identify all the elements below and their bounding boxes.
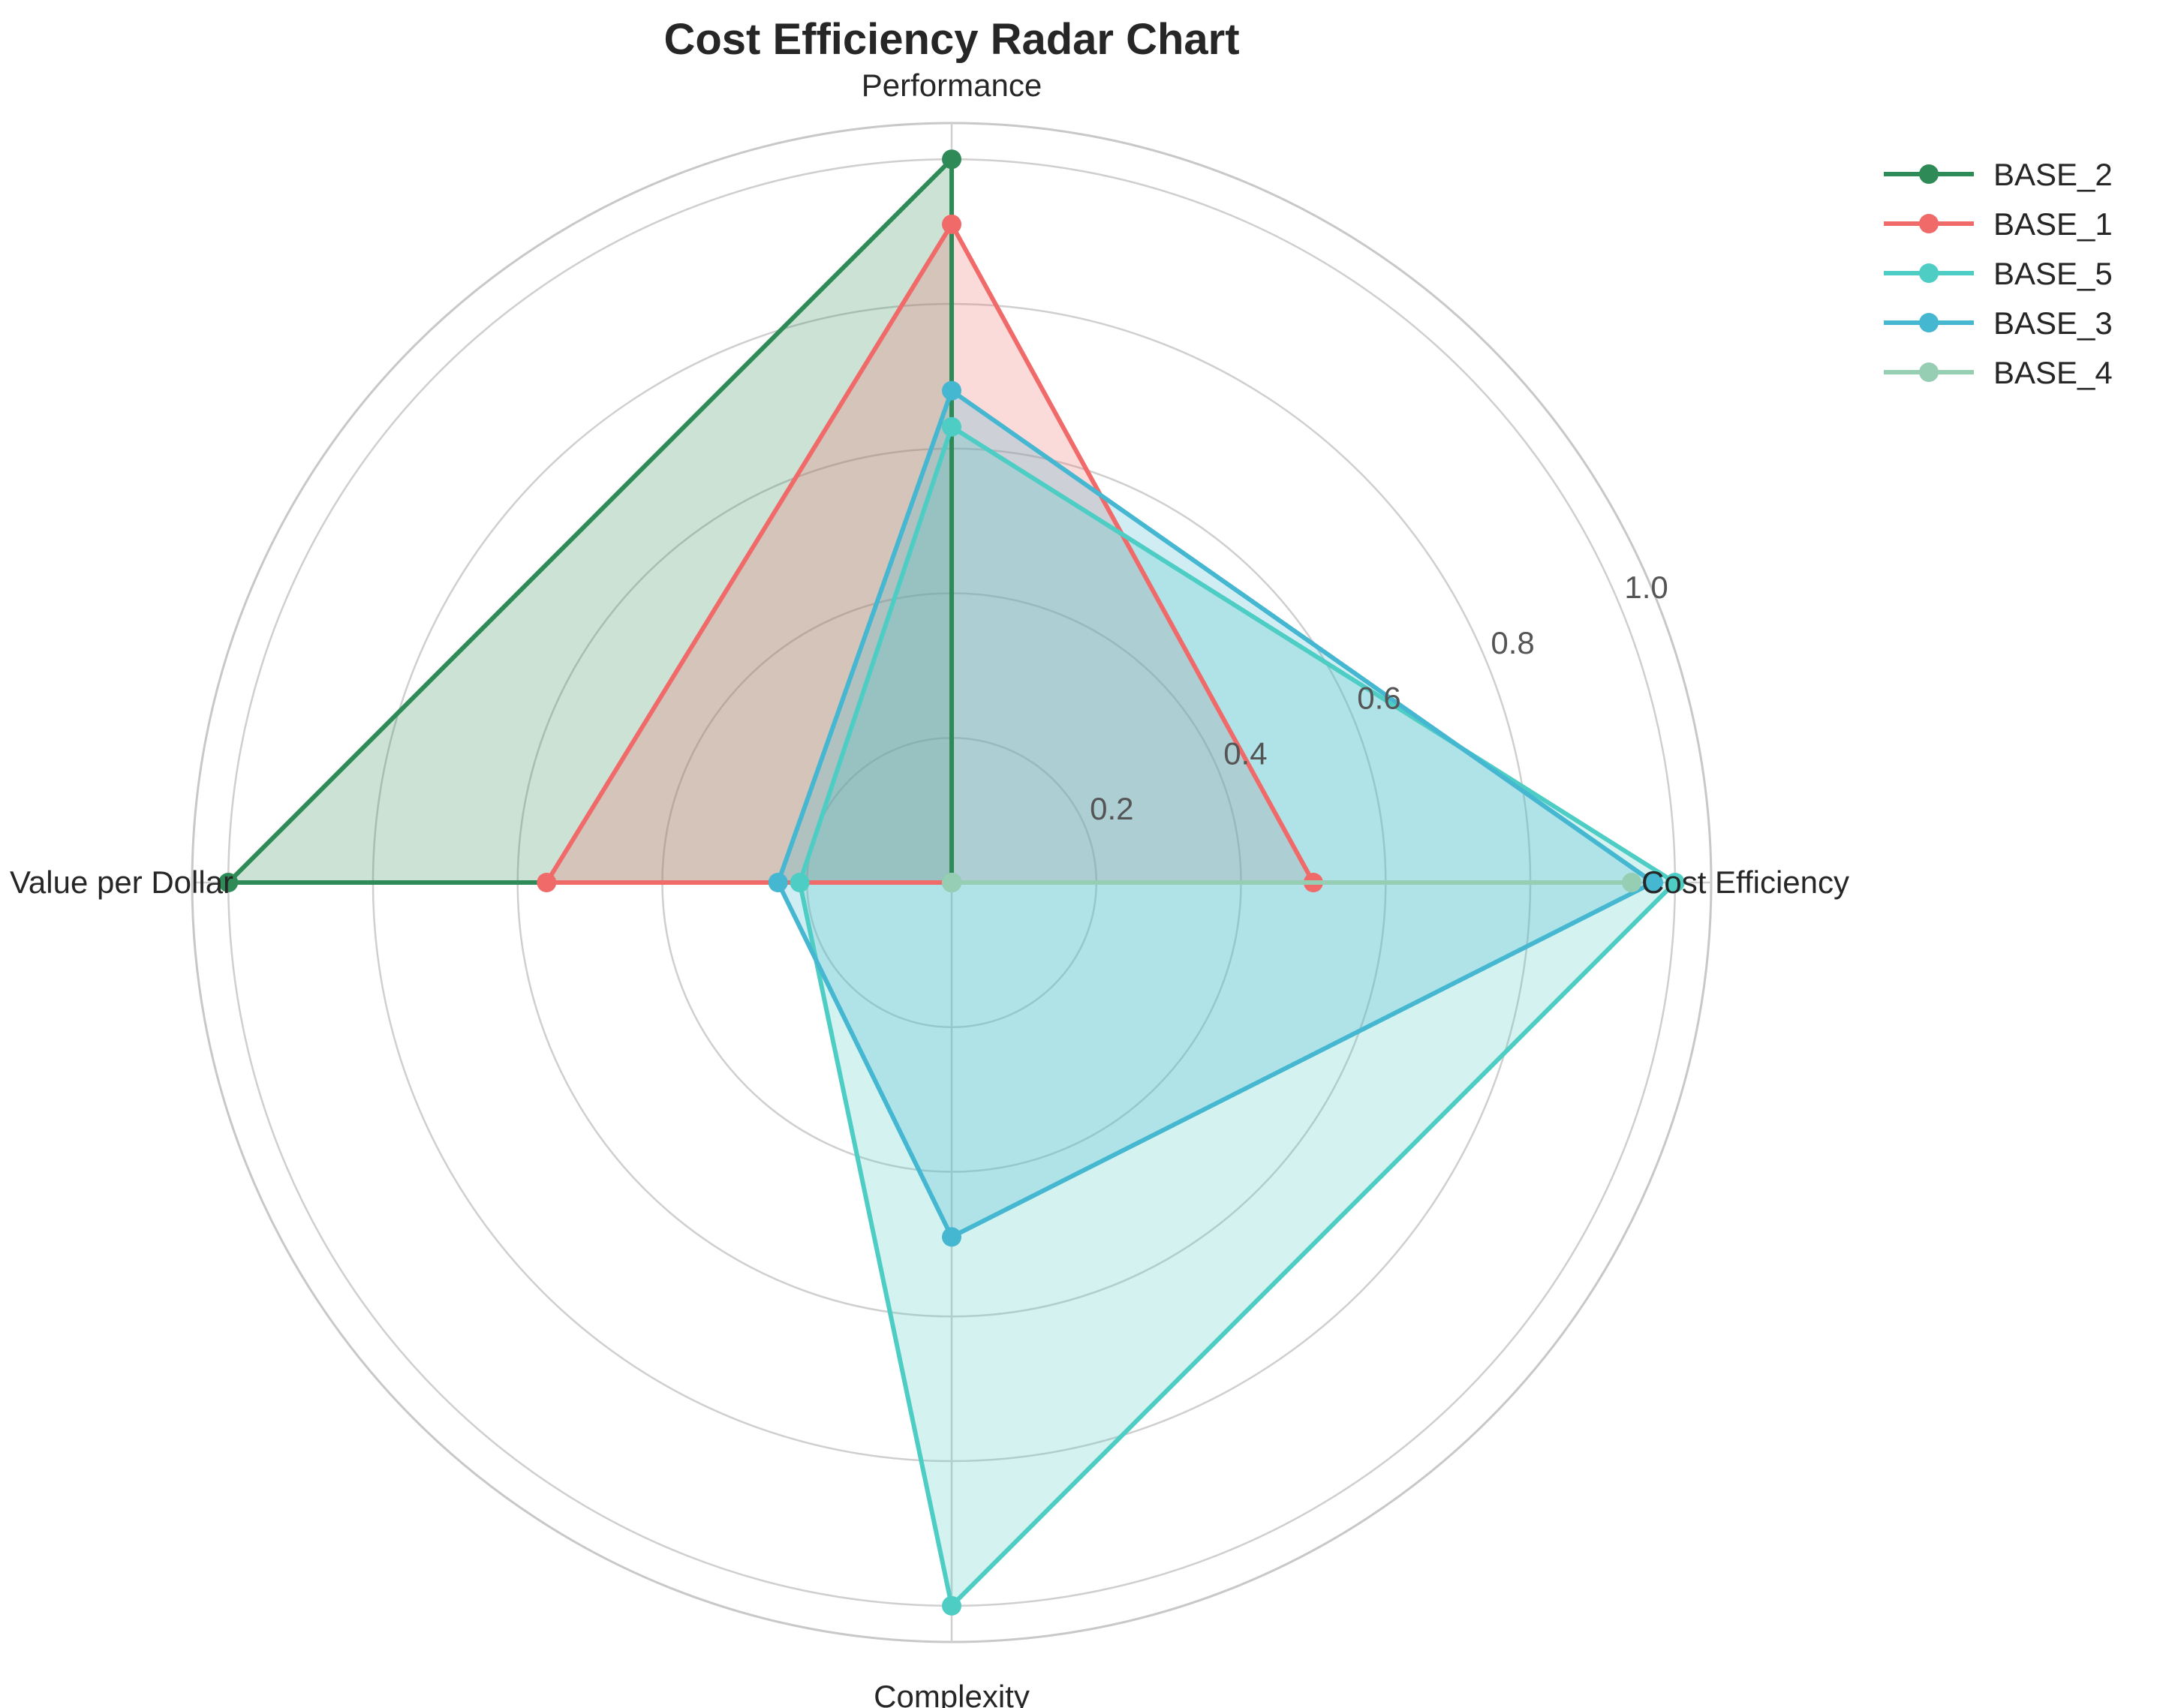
point-base-3-value-per-dollar [768,873,788,892]
legend-label-base-5: BASE_5 [1993,256,2113,291]
legend-label-base-4: BASE_4 [1993,355,2113,390]
point-base-5-value-per-dollar [790,873,810,892]
point-base-5-cost-efficiency [1665,873,1685,892]
point-base-2-value-per-dollar [218,873,239,892]
radial-tick-labels: 0.2 0.4 0.6 0.8 1.0 [1090,570,1668,826]
point-base-1-performance [942,214,961,234]
axis-label-performance: Performance [862,68,1042,103]
point-base-3-cost-efficiency [1643,873,1663,892]
legend-item-base-5: BASE_5 [1884,256,2113,291]
legend-label-base-3: BASE_3 [1993,305,2113,341]
series-lines [218,149,1685,1616]
point-base-4-value-per-dollar [942,873,961,892]
legend-label-base-2: BASE_2 [1993,157,2113,192]
axis-label-value-per-dollar: Value per Dollar [10,865,233,900]
legend-marker-base-1 [1919,214,1939,233]
r-tick-label: 0.4 [1223,736,1267,771]
legend-item-base-4: BASE_4 [1884,355,2113,390]
series-fill-base-1 [546,224,1313,883]
legend-item-base-2: BASE_2 [1884,157,2113,192]
point-base-3-complexity [942,1227,961,1247]
axis-labels: Performance Cost Efficiency Complexity Valu… [10,68,1849,1708]
point-base-2-performance [942,149,961,170]
series-fill-base-5 [799,426,1675,1606]
axis-label-cost-efficiency: Cost Efficiency [1641,865,1849,900]
legend-item-base-1: BASE_1 [1884,206,2113,242]
r-tick-label: 0.8 [1491,625,1534,660]
point-base-1-value-per-dollar [537,873,557,892]
r-tick-label: 0.6 [1357,681,1400,716]
point-base-3-performance [942,380,961,401]
r-tick-label: 1.0 [1624,570,1668,605]
series-fill-base-3 [778,390,1653,1237]
point-base-5-performance [942,416,961,437]
axis-label-complexity: Complexity [874,1679,1030,1708]
point-base-4-cost-efficiency [1622,873,1641,892]
legend-marker-base-5 [1919,263,1939,283]
legend-marker-base-2 [1919,164,1939,184]
r-tick-label: 0.2 [1090,791,1133,826]
legend-item-base-3: BASE_3 [1884,305,2113,341]
legend-marker-base-4 [1919,362,1939,382]
legend: BASE_2 BASE_1 BASE_5 BASE_3 BASE_4 [1884,157,2113,390]
chart-title: Cost Efficiency Radar Chart [663,15,1239,64]
point-base-5-complexity [942,1595,961,1616]
legend-marker-base-3 [1919,313,1939,332]
legend-label-base-1: BASE_1 [1993,206,2113,242]
